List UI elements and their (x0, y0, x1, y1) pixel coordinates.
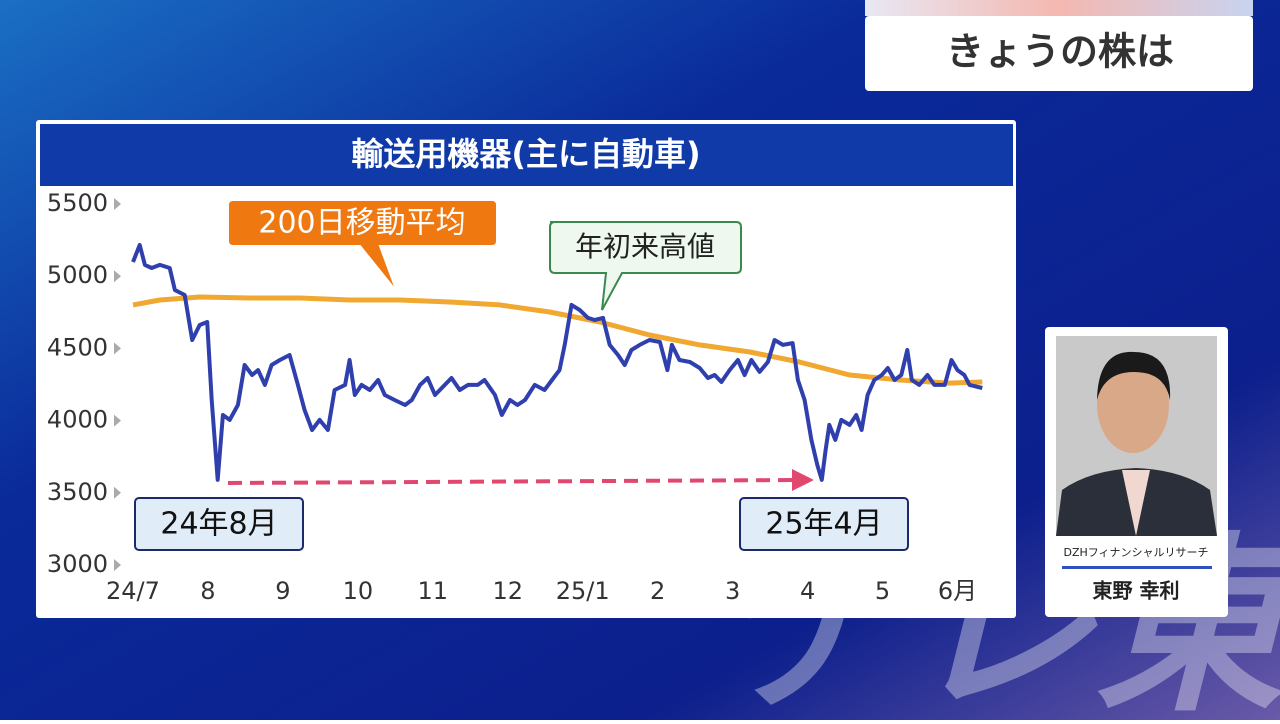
ma-label: 200日移動平均 (258, 206, 465, 241)
header-title: きょうの株は (946, 30, 1174, 74)
y-tick-label: 3000 (47, 550, 108, 578)
x-tick-label: 9 (275, 577, 290, 605)
series-line (132, 294, 983, 386)
x-tick-label: 24/7 (106, 577, 160, 605)
plot: 3000 3500 4000 4500 5000 5500 24/7 8 9 10 11 12 25/1… (47, 189, 983, 605)
x-tick-label: 8 (200, 577, 215, 605)
y-tick-mark (114, 270, 121, 283)
y-tick-mark (114, 486, 121, 499)
series-line (131, 243, 983, 482)
x-tick-label: 10 (343, 577, 374, 605)
photo-face (1097, 357, 1169, 453)
x-tick-label: 2 (650, 577, 665, 605)
x-tick-label: 11 (418, 577, 449, 605)
y-tick-mark (114, 414, 121, 427)
header-accent (865, 0, 1253, 16)
y-tick-label: 4000 (47, 406, 108, 434)
y-tick-label: 4500 (47, 333, 108, 361)
y-tick-label: 5000 (47, 261, 108, 289)
x-tick-label: 6月 (938, 577, 977, 605)
x-tick-label: 3 (725, 577, 740, 605)
low1-box (134, 497, 304, 551)
low2-box (739, 497, 909, 551)
commentator-name: 東野 幸利 (1093, 579, 1180, 603)
photo-shirt (1122, 470, 1150, 536)
commentator-company: DZHフィナンシャルリサーチ (1063, 546, 1208, 559)
x-tick-label: 25/1 (556, 577, 610, 605)
high-callout (549, 221, 742, 311)
y-tick-mark (114, 198, 121, 210)
x-tick-label: 12 (492, 577, 523, 605)
y-tick-label: 5500 (47, 189, 108, 217)
ma-callout (227, 199, 498, 293)
low1-label: 24年8月 (160, 507, 277, 542)
high-label: 年初来高値 (575, 230, 715, 263)
chart-title-bar (40, 124, 1013, 186)
header-box (865, 16, 1253, 91)
x-tick-label: 4 (800, 577, 815, 605)
chart-title: 輸送用機器(主に自動車) (351, 135, 700, 173)
arrow-head (792, 469, 814, 491)
y-tick-mark (114, 342, 121, 355)
arrow-line (227, 478, 799, 485)
divider (1062, 566, 1212, 569)
y-tick-label: 3500 (47, 478, 108, 506)
low2-label: 25年4月 (765, 507, 882, 542)
y-tick-mark (114, 559, 121, 571)
photo-hair (1097, 351, 1171, 400)
x-tick-label: 5 (875, 577, 890, 605)
